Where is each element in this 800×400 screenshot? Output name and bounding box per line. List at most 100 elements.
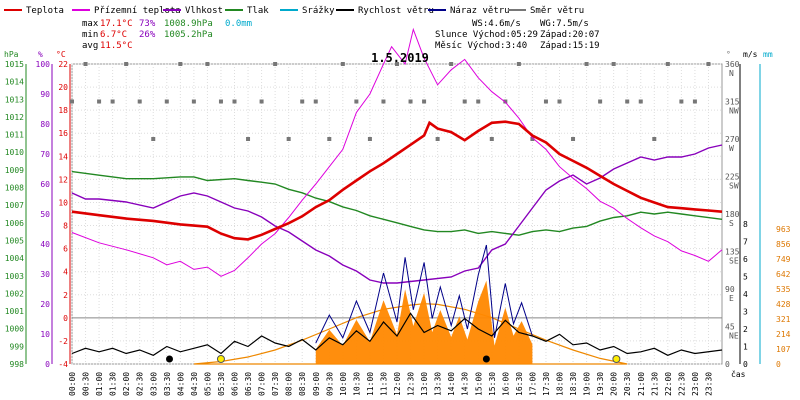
wind-direction-point xyxy=(571,137,576,141)
sunset-marker xyxy=(612,355,621,363)
mm-unit: mm xyxy=(763,50,773,59)
stat-max-press: 1008.9hPa xyxy=(164,19,213,29)
axis-units: hPa % °C ° m/s mm čas xyxy=(4,50,773,379)
hpa-tick-label: 998 xyxy=(10,360,25,369)
time-tick-label: 00:30 xyxy=(82,372,91,396)
time-unit: čas xyxy=(731,369,746,379)
wind-direction-point xyxy=(340,62,345,66)
pct-tick-label: 100 xyxy=(36,60,51,69)
hpa-tick-label: 1015 xyxy=(5,60,24,69)
stat-max-hum: 73% xyxy=(139,19,156,29)
wind-direction-point xyxy=(449,62,454,66)
pct-tick-label: 40 xyxy=(40,240,50,249)
wind-direction-point xyxy=(611,62,616,66)
ms-tick-label: 8 xyxy=(743,220,748,229)
time-axis: 00:00 00:30 01:00 01:30 02:00 02:30 03:00 03:30… xyxy=(68,372,713,396)
solar-tick-label: 107 xyxy=(776,345,791,354)
stat-moon: Měsíc Východ:3:40 xyxy=(435,41,527,51)
wind-direction-point xyxy=(259,99,264,104)
dir-unit: ° xyxy=(726,50,731,59)
hpa-tick-label: 1002 xyxy=(5,289,24,298)
solar-tick-label: 321 xyxy=(776,315,791,324)
direction-tick-label: 90 xyxy=(725,285,735,294)
solar-tick-label: 535 xyxy=(776,285,791,294)
temp-tick-label: -2 xyxy=(58,337,68,346)
wind-direction-point xyxy=(218,99,223,104)
legend-label: Rychlost větru xyxy=(358,6,434,16)
legend-label: Teplota xyxy=(26,6,64,16)
temp-tick-label: 22 xyxy=(58,60,68,69)
wind-direction-point xyxy=(83,62,88,66)
hpa-tick-label: 1010 xyxy=(5,148,24,157)
temp-tick-label: 8 xyxy=(63,222,68,231)
pct-tick-label: 70 xyxy=(40,150,50,159)
legend-label: Srážky xyxy=(302,6,335,16)
temp-unit: °C xyxy=(56,50,66,59)
humidity-series xyxy=(71,144,723,284)
time-tick-label: 03:30 xyxy=(163,372,172,396)
wind-direction-point xyxy=(530,137,535,141)
wind-direction-point xyxy=(97,99,102,104)
legend: Teplota Přízemní teplota Vlhkost Tlak Srážky… xyxy=(4,6,584,16)
time-tick-label: 00:00 xyxy=(68,372,77,396)
sunrise-marker xyxy=(216,355,225,363)
hpa-tick-label: 1003 xyxy=(5,272,24,281)
wind-direction-point xyxy=(435,137,440,141)
hpa-tick-label: 1012 xyxy=(5,113,24,122)
stat-avg-label: avg xyxy=(82,41,98,51)
direction-tick-label: 45 xyxy=(725,323,735,332)
wind-direction-point xyxy=(422,99,427,104)
time-tick-label: 19:00 xyxy=(583,372,592,396)
direction-cardinal-label: E xyxy=(729,294,734,303)
direction-cardinal-label: NE xyxy=(729,332,739,341)
direction-tick-label: 315 xyxy=(725,98,740,107)
stat-sun-set: Západ:20:07 xyxy=(540,30,600,40)
solar-tick-label: 749 xyxy=(776,255,791,264)
time-tick-label: 15:00 xyxy=(474,372,483,396)
wind-direction-point xyxy=(313,99,318,104)
legend-label: Náraz větru xyxy=(450,6,510,16)
wind-direction-point xyxy=(327,137,332,141)
temp-tick-label: 6 xyxy=(63,245,68,254)
ms-tick-label: 4 xyxy=(743,290,748,299)
temp-tick-label: 18 xyxy=(58,106,68,115)
wind-direction-point xyxy=(124,62,129,66)
direction-tick-label: 180 xyxy=(725,210,740,219)
left-axes: 1015101410131012101110101009100810071006… xyxy=(5,60,71,369)
direction-tick-label: 225 xyxy=(725,173,740,182)
time-tick-label: 18:30 xyxy=(569,372,578,396)
moon-rise-marker xyxy=(166,355,173,363)
wind-direction-point xyxy=(543,99,548,104)
time-tick-label: 23:00 xyxy=(691,372,700,396)
temp-tick-label: -4 xyxy=(58,360,68,369)
legend-label: Vlhkost xyxy=(185,6,223,16)
wind-direction-point xyxy=(246,137,251,141)
wind-direction-point xyxy=(286,137,291,141)
direction-cardinal-label: NW xyxy=(729,107,739,116)
hpa-tick-label: 1005 xyxy=(5,236,24,245)
stat-max-label: max xyxy=(82,19,99,29)
wind-direction-point xyxy=(151,137,156,141)
hpa-tick-label: 1009 xyxy=(5,166,24,175)
time-tick-label: 05:30 xyxy=(217,372,226,396)
direction-tick-label: 135 xyxy=(725,248,740,257)
wind-direction-point xyxy=(652,137,657,141)
time-tick-label: 23:30 xyxy=(704,372,713,396)
pressure-series xyxy=(71,170,723,236)
pct-tick-label: 10 xyxy=(40,330,50,339)
stat-wg: WG:7.5m/s xyxy=(540,19,589,29)
hpa-tick-label: 1007 xyxy=(5,201,24,210)
temp-tick-label: 12 xyxy=(58,175,68,184)
time-tick-label: 11:00 xyxy=(366,372,375,396)
direction-tick-label: 270 xyxy=(725,135,740,144)
stat-max-temp: 17.1°C xyxy=(100,19,133,29)
wind-direction-point xyxy=(367,137,372,141)
time-tick-label: 04:30 xyxy=(190,372,199,396)
stat-ws: WS:4.6m/s xyxy=(472,19,521,29)
wind-direction-point xyxy=(679,99,684,104)
stat-min-press: 1005.2hPa xyxy=(164,30,213,40)
solar-tick-label: 856 xyxy=(776,240,791,249)
legend-label: Tlak xyxy=(247,6,269,16)
time-tick-label: 14:30 xyxy=(461,372,470,396)
